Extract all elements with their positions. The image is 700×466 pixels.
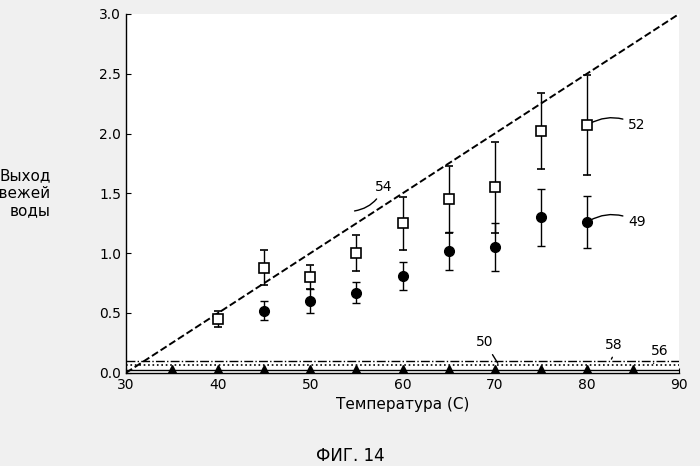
Text: ФИГ. 14: ФИГ. 14 — [316, 447, 384, 466]
Text: 56: 56 — [651, 344, 669, 363]
Text: 54: 54 — [355, 180, 392, 211]
Text: 49: 49 — [589, 214, 646, 229]
Text: 58: 58 — [606, 338, 623, 359]
Y-axis label: Выход
свежей
воды: Выход свежей воды — [0, 169, 50, 218]
Text: 52: 52 — [589, 118, 646, 132]
X-axis label: Температура (С): Температура (С) — [336, 397, 469, 412]
Text: 50: 50 — [476, 336, 498, 363]
